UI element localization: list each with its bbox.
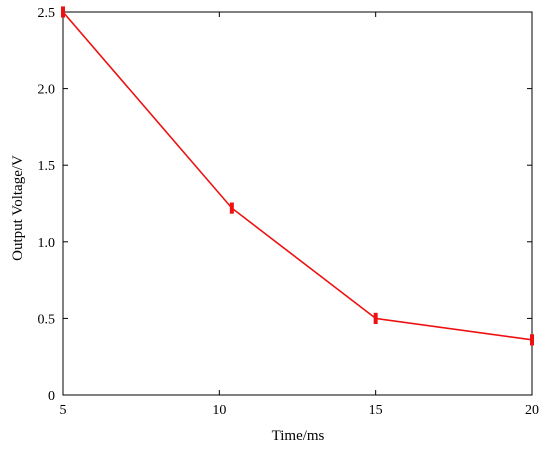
y-axis-title: Output Voltage/V <box>10 155 26 261</box>
data-point-errorbar <box>530 334 534 346</box>
x-axis-title: Time/ms <box>272 428 325 444</box>
x-tick-label: 20 <box>525 403 539 418</box>
series-group <box>61 6 534 346</box>
tick-labels: 0 0.5 1.0 1.5 2.0 2.5 5 10 15 20 <box>38 6 540 418</box>
y-tick-label: 1.5 <box>38 159 56 174</box>
data-point-errorbar <box>229 202 234 214</box>
axes-frame <box>62 11 533 396</box>
y-tick-label: 0 <box>48 389 55 404</box>
data-point-errorbar <box>61 6 65 18</box>
x-tick-label: 5 <box>60 403 67 418</box>
data-point-errorbar <box>373 312 378 324</box>
y-tick-label: 0.5 <box>38 312 56 327</box>
x-tick-label: 10 <box>212 403 226 418</box>
y-tick-label: 1.0 <box>38 236 56 251</box>
x-tick-label: 15 <box>369 403 383 418</box>
plot-frame <box>62 11 533 396</box>
y-tick-label: 2.0 <box>38 83 56 98</box>
tick-marks <box>62 11 533 396</box>
y-tick-label: 2.5 <box>38 6 56 21</box>
series-line <box>62 11 533 341</box>
